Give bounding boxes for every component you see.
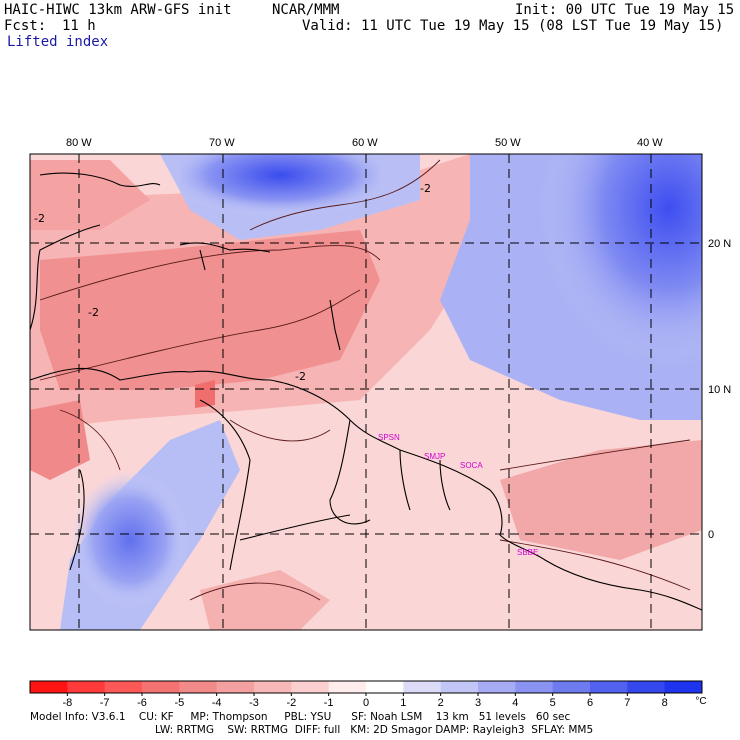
station-soca: SOCA: [460, 461, 483, 470]
lat-label: 20 N: [708, 238, 731, 250]
caribbean-negative-region: [30, 160, 150, 230]
stable-core-southwest: [70, 470, 190, 610]
contour-line: [499, 539, 691, 591]
colorbar-tick-label: -1: [324, 697, 334, 709]
contour-line: [229, 419, 331, 442]
lon-label: 50 W: [495, 137, 521, 149]
lon-label: 80 W: [66, 137, 92, 149]
colorbar-tick-label: 4: [512, 697, 518, 709]
contour-line: [39, 245, 381, 301]
french-guiana-border: [439, 459, 451, 511]
lat-label: 0: [708, 529, 714, 541]
colorbar-tick-label: 7: [624, 697, 630, 709]
cuba-coastline: [39, 172, 161, 187]
stations: SPSN SMJP SOCA SBBE: [378, 433, 538, 557]
pacific-negative-patch: [30, 400, 90, 480]
contour-label: -2: [295, 370, 306, 383]
strong-negative-region: [40, 230, 380, 390]
forecast-hour: 11 h: [62, 18, 96, 34]
colorbar-tick-label: -5: [174, 697, 184, 709]
ecuador-border: [69, 469, 85, 571]
colorbar-swatch: [67, 681, 106, 693]
org-label: NCAR/MMM: [272, 2, 340, 18]
guyana-border: [329, 419, 371, 525]
south-america-coastline: [30, 367, 702, 611]
colorbar-swatch: [30, 681, 68, 693]
contour-lines: [39, 159, 691, 601]
station-spsn: SPSN: [378, 433, 400, 442]
map-frame: [29, 153, 703, 631]
colorbar-tick-label: -3: [249, 697, 259, 709]
colorbar-swatch: [104, 681, 143, 693]
colorbar-swatch: [366, 681, 404, 693]
colorbar-swatch: [590, 681, 628, 693]
latitude-labels: 20 N 10 N 0: [708, 238, 731, 541]
colorbar-unit: °C: [695, 696, 706, 707]
colorbar-swatch: [627, 681, 666, 693]
colorbar-swatch: [142, 681, 180, 693]
central-america-coastline: [30, 224, 101, 331]
stable-core-east: [480, 154, 702, 424]
colorbar-swatch: [403, 681, 442, 693]
forecast-label: Fcst:: [4, 18, 47, 34]
colorbar-tick-label: -7: [100, 697, 110, 709]
contour-line: [499, 439, 691, 471]
colorbar-tick-label: 5: [550, 697, 556, 709]
colorbar-swatch: [216, 681, 255, 693]
lat-label: 10 N: [708, 384, 731, 396]
contour-line: [59, 409, 121, 471]
init-time: Init: 00 UTC Tue 19 May 15: [515, 2, 735, 18]
contour-label: -2: [34, 212, 45, 225]
colorbar-tick-label: -8: [62, 697, 72, 709]
colorbar-swatch: [515, 681, 554, 693]
station-smjp: SMJP: [424, 452, 445, 461]
lon-label: 60 W: [352, 137, 378, 149]
lon-label: 40 W: [637, 137, 663, 149]
amazon-negative-patch: [200, 570, 330, 630]
colorbar-tick-label: 8: [662, 697, 668, 709]
lesser-antilles: [329, 299, 341, 351]
coastlines: [30, 172, 702, 611]
colorbar-tick-label: -4: [212, 697, 222, 709]
colorbar-ticks: -8 -7 -6 -5 -4 -3 -2 -1 0 1 2 3 4 5 6 7 8: [62, 693, 668, 709]
colorbar-tick-label: 1: [400, 697, 406, 709]
model-title: HAIC-HIWC 13km ARW-GFS init: [4, 2, 232, 18]
contour-line: [189, 582, 321, 601]
colorbar-tick-label: 0: [363, 697, 369, 709]
stable-core-north: [180, 154, 380, 224]
station-sbbe: SBBE: [517, 548, 538, 557]
longitude-labels: 80 W 70 W 60 W 50 W 40 W: [66, 137, 663, 149]
suriname-border: [399, 449, 411, 511]
colorbar-tick-label: -2: [286, 697, 296, 709]
colorbar-swatch: [254, 681, 292, 693]
colorbar-tick-label: -6: [137, 697, 147, 709]
andes-border: [199, 399, 251, 571]
lon-label: 70 W: [209, 137, 235, 149]
contour-label: -2: [420, 182, 431, 195]
colorbar-swatch: [664, 681, 703, 693]
colorbar-tick-label: 3: [475, 697, 481, 709]
brazil-border: [239, 514, 351, 541]
model-info-line2: LW: RRTMG SW: RRTMG DIFF: full KM: 2D Sm…: [155, 724, 594, 736]
colorbar-tick-label: 6: [587, 697, 593, 709]
lake-maracaibo-patch: [195, 380, 215, 408]
model-info-line1: Model Info: V3.6.1 CU: KF MP: Thompson P…: [30, 711, 571, 723]
hispaniola-border: [199, 249, 206, 271]
colorbar-swatch: [552, 681, 591, 693]
colorbar-swatch: [179, 681, 218, 693]
colorbar: [29, 680, 703, 694]
colorbar-tick-label: 2: [438, 697, 444, 709]
colorbar-swatch: [291, 681, 330, 693]
colorbar-swatch: [328, 681, 367, 693]
graticule: [30, 154, 702, 630]
contour-line: [249, 159, 441, 231]
colorbar-swatch: [478, 681, 516, 693]
contour-label: -2: [88, 306, 99, 319]
contour-line: [39, 289, 361, 381]
field-name: Lifted index: [7, 34, 109, 50]
colorbar-swatch: [440, 681, 479, 693]
valid-time: Valid: 11 UTC Tue 19 May 15 (08 LST Tue …: [302, 18, 724, 34]
